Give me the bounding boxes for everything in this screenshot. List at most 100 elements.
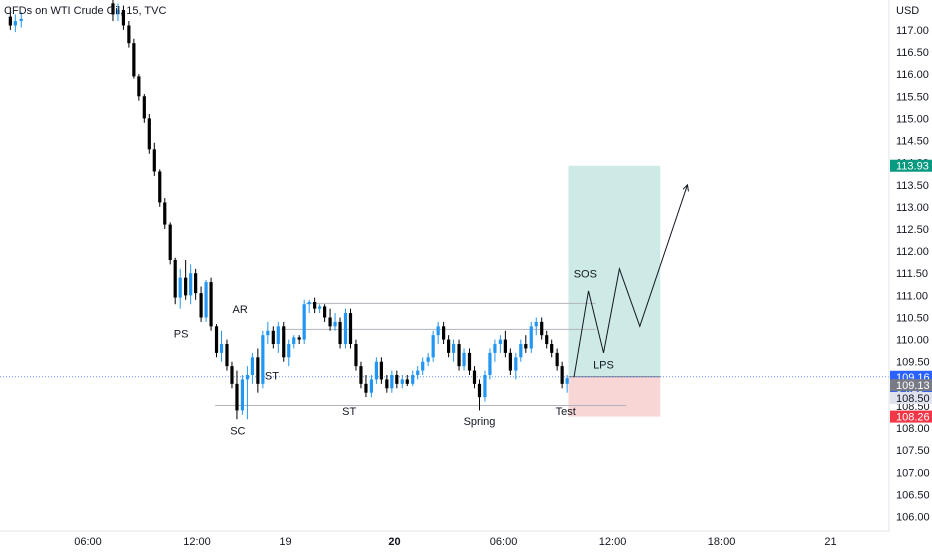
- price-tick: 111.00: [896, 290, 928, 302]
- candle-body: [323, 306, 327, 318]
- candle-body: [514, 357, 518, 371]
- candle-body: [307, 302, 311, 305]
- candle-body: [364, 383, 368, 393]
- candle-body: [8, 16, 12, 26]
- candle-body: [354, 344, 358, 367]
- range-lines: [215, 302, 627, 407]
- candle-body: [318, 306, 322, 309]
- candle-body: [199, 293, 203, 318]
- candle-body: [214, 326, 219, 353]
- time-axis[interactable]: 06:00 12:00 19 20 06:00 12:00 18:00 21: [0, 530, 889, 548]
- candle-body: [302, 304, 306, 340]
- candle-body: [132, 43, 136, 77]
- candle-body: [163, 202, 167, 225]
- candle-body: [467, 352, 472, 371]
- candle-body: [19, 18, 23, 22]
- candle-body: [385, 379, 389, 389]
- candle-body: [142, 96, 146, 119]
- price-axis[interactable]: USD106.00106.50107.00107.50108.00108.501…: [888, 0, 930, 531]
- candle-body: [152, 149, 156, 172]
- candle-body: [219, 344, 224, 353]
- price-tick: 111.50: [896, 268, 928, 280]
- price-label-entry: [890, 379, 932, 392]
- time-tick: 12:00: [599, 536, 627, 548]
- candle-body: [256, 357, 260, 384]
- price-tick: 116.50: [896, 47, 929, 59]
- projection-line: [573, 185, 688, 378]
- candle-body: [261, 335, 265, 384]
- candle-body: [498, 339, 502, 345]
- annotation-st2: ST: [342, 406, 356, 418]
- candle-body: [287, 344, 291, 358]
- time-tick: 21: [824, 536, 836, 548]
- candle-body: [374, 361, 378, 380]
- candle-body: [534, 321, 538, 327]
- candle-body: [158, 171, 162, 203]
- wyckoff-annotations: PS AR ST SC ST Spring Test SOS LPS: [174, 269, 614, 438]
- candle-body: [540, 321, 544, 336]
- annotation-ps: PS: [174, 328, 189, 340]
- candle-body: [147, 118, 151, 150]
- projection-path: [573, 185, 688, 378]
- candle-body: [276, 326, 280, 345]
- annotation-ar: AR: [233, 304, 248, 316]
- profit-zone: [568, 165, 661, 377]
- candle-body: [189, 273, 193, 296]
- time-tick: 20: [388, 536, 400, 548]
- candle-body: [451, 344, 456, 353]
- chart-title: CFDs on WTI Crude Oil, 15, TVC: [4, 5, 166, 17]
- candle-body: [230, 366, 234, 384]
- price-tick: 107.50: [896, 445, 930, 457]
- candle-body: [472, 370, 477, 384]
- candle-body: [411, 375, 415, 384]
- price-label-stop: [890, 410, 932, 423]
- price-label-text-stop: 108.26: [896, 412, 930, 424]
- time-tick: 06:00: [74, 536, 102, 548]
- candle-body: [477, 383, 482, 398]
- price-tick: 110.50: [896, 312, 929, 324]
- price-label-text-target: 113.93: [896, 161, 929, 173]
- loss-zone: [568, 376, 661, 417]
- currency-label: USD: [896, 5, 919, 17]
- price-tick: 108.00: [896, 423, 930, 435]
- candle-body: [416, 370, 420, 375]
- candle-body: [225, 344, 229, 367]
- candle-body: [483, 375, 487, 398]
- position-zones: [0, 165, 889, 417]
- candle-body: [116, 10, 120, 15]
- candle-body: [493, 344, 497, 353]
- price-tick: 109.50: [896, 357, 930, 369]
- candle-body: [250, 357, 255, 375]
- candle-body: [436, 326, 440, 336]
- candle-body: [209, 282, 213, 327]
- candle-body: [168, 224, 172, 260]
- price-tick: 113.50: [896, 180, 929, 192]
- annotation-sc: SC: [230, 426, 245, 438]
- candle-body: [235, 383, 239, 411]
- candle-body: [297, 337, 301, 340]
- time-tick: 06:00: [490, 536, 518, 548]
- price-tick: 117.00: [896, 25, 929, 37]
- candle-body: [137, 76, 141, 97]
- candle-body: [343, 313, 348, 345]
- candle-body: [359, 366, 363, 384]
- price-label-mid: [890, 392, 932, 405]
- candle-body: [395, 375, 399, 384]
- candle-body: [245, 375, 250, 380]
- candle-body: [524, 344, 528, 349]
- price-tick: 115.50: [896, 91, 929, 103]
- candle-body: [421, 361, 425, 371]
- candle-body: [282, 326, 286, 358]
- candle-body: [405, 379, 409, 384]
- candles: [8, 0, 569, 420]
- candle-body: [266, 330, 270, 336]
- candle-body: [565, 378, 569, 384]
- time-tick: 19: [279, 536, 291, 548]
- candle-body: [111, 3, 115, 15]
- annotation-test: Test: [556, 406, 576, 418]
- candle-body: [431, 335, 435, 358]
- price-tick: 110.00: [896, 335, 929, 347]
